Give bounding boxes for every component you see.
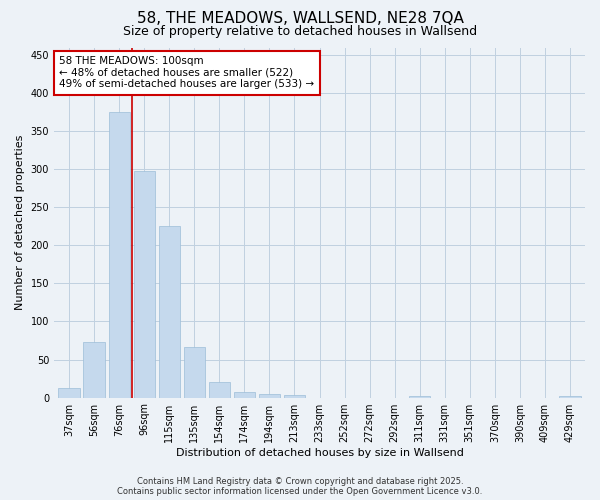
Bar [259,394,280,398]
Text: 58, THE MEADOWS, WALLSEND, NE28 7QA: 58, THE MEADOWS, WALLSEND, NE28 7QA [137,11,463,26]
Bar [58,388,80,398]
X-axis label: Distribution of detached houses by size in Wallsend: Distribution of detached houses by size … [176,448,463,458]
Bar [83,342,105,398]
Bar [234,392,255,398]
Y-axis label: Number of detached properties: Number of detached properties [15,135,25,310]
Bar [209,382,230,398]
Text: Size of property relative to detached houses in Wallsend: Size of property relative to detached ho… [123,25,477,38]
Text: 58 THE MEADOWS: 100sqm
← 48% of detached houses are smaller (522)
49% of semi-de: 58 THE MEADOWS: 100sqm ← 48% of detached… [59,56,314,90]
Bar [559,396,581,398]
Bar [409,396,430,398]
Bar [158,226,180,398]
Bar [284,396,305,398]
Bar [134,171,155,398]
Text: Contains HM Land Registry data © Crown copyright and database right 2025.
Contai: Contains HM Land Registry data © Crown c… [118,476,482,496]
Bar [184,348,205,398]
Bar [109,112,130,398]
